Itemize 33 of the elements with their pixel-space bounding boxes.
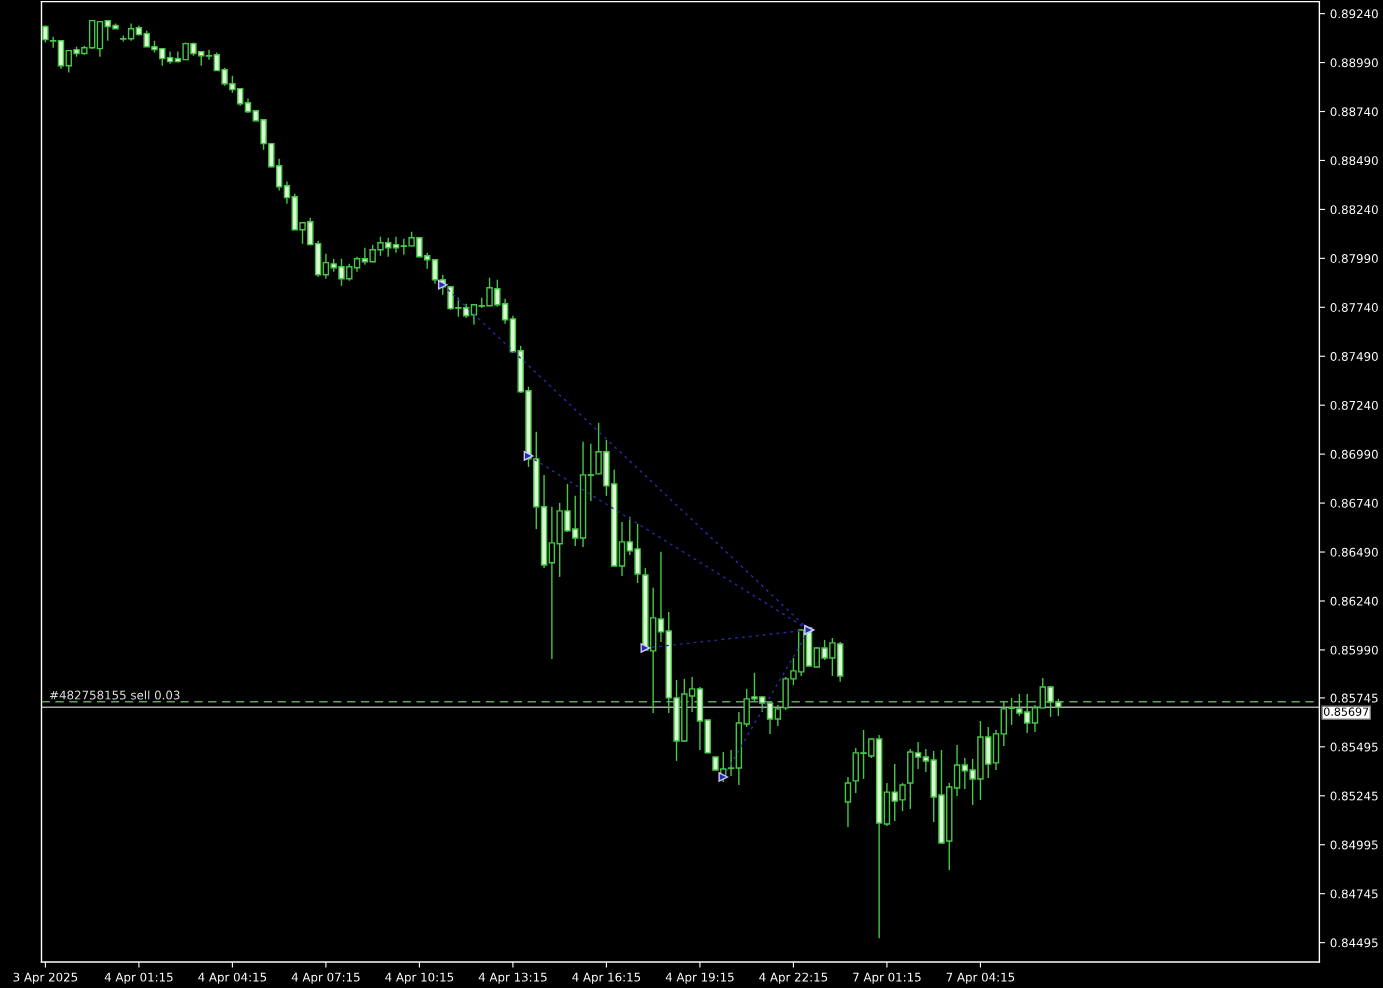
y-tick-label: 0.87740: [1330, 303, 1378, 312]
x-tick-label: 4 Apr 10:15: [385, 972, 454, 984]
y-tick-label: 0.84745: [1330, 889, 1378, 899]
x-tick-label: 4 Apr 22:15: [759, 972, 828, 984]
y-tick-label: 0.84995: [1330, 840, 1378, 850]
x-tick-label: 4 Apr 01:15: [104, 972, 173, 984]
ref-line-label: 0.85697: [1323, 707, 1369, 716]
y-tick-label: 0.89240: [1330, 9, 1378, 19]
y-tick-label: 0.86240: [1330, 596, 1378, 606]
y-tick-label: 0.87240: [1330, 400, 1378, 410]
y-tick-label: 0.87990: [1330, 254, 1378, 264]
ref-line-label: #482758155 sell 0.03: [50, 690, 180, 700]
x-tick-label: 4 Apr 04:15: [198, 972, 267, 984]
x-tick-label: 4 Apr 16:15: [572, 972, 641, 984]
x-tick-label: 7 Apr 01:15: [853, 972, 921, 984]
y-tick-label: 0.88240: [1330, 205, 1378, 215]
y-tick-label: 0.86490: [1330, 547, 1378, 557]
x-tick-label: 4 Apr 07:15: [291, 972, 360, 984]
y-tick-label: 0.88740: [1330, 107, 1378, 117]
y-tick-label: 0.85745: [1330, 693, 1378, 703]
x-tick-label: 7 Apr 04:15: [946, 972, 1015, 984]
y-tick-label: 0.88990: [1330, 58, 1378, 68]
x-tick-label: 3 Apr 2025: [13, 972, 78, 984]
y-tick-label: 0.85990: [1330, 645, 1378, 655]
y-tick-label: 0.86740: [1330, 498, 1378, 508]
x-tick-label: 4 Apr 13:15: [478, 972, 547, 984]
y-tick-label: 0.86990: [1330, 449, 1378, 459]
y-tick-label: 0.84495: [1330, 938, 1378, 948]
y-tick-label: 0.85495: [1330, 742, 1378, 752]
y-tick-label: 0.88490: [1330, 156, 1378, 166]
y-tick-label: 0.85245: [1330, 791, 1378, 801]
x-tick-label: 4 Apr 19:15: [665, 972, 734, 984]
y-tick-label: 0.87490: [1330, 351, 1378, 361]
